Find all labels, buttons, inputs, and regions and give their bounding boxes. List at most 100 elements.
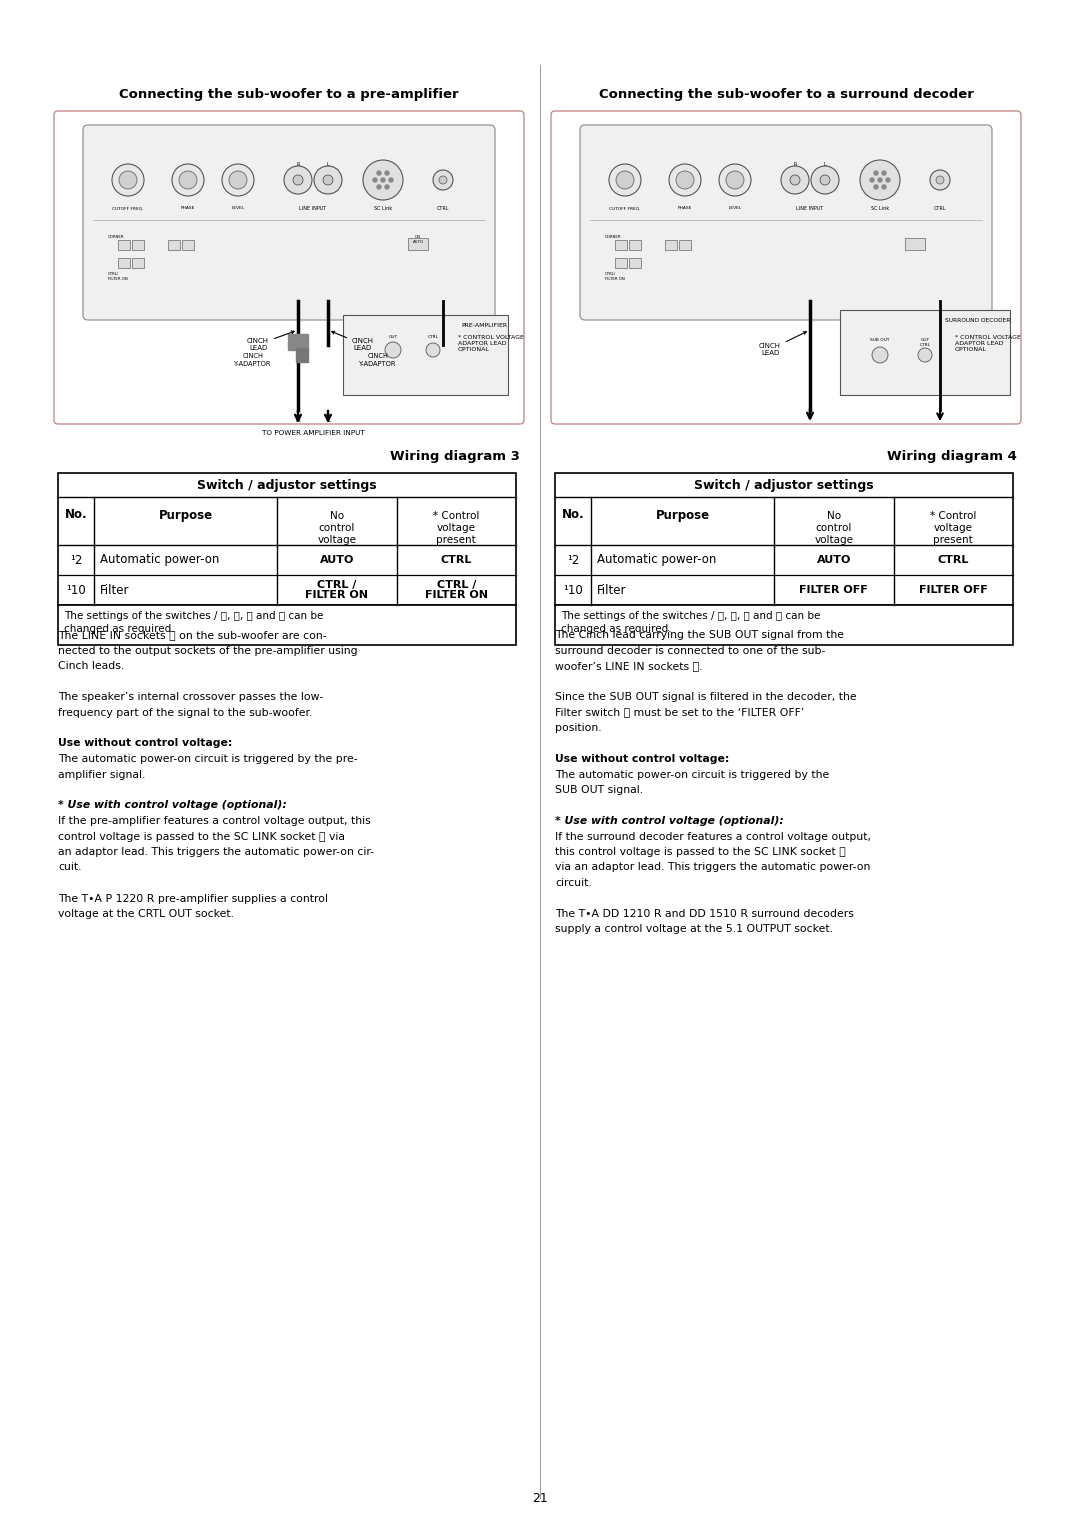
Text: The LINE IN sockets ⓔ on the sub-woofer are con-: The LINE IN sockets ⓔ on the sub-woofer … (58, 630, 326, 640)
Circle shape (676, 171, 694, 189)
Text: Use without control voltage:: Use without control voltage: (555, 753, 729, 764)
Circle shape (284, 167, 312, 194)
Text: ¹10: ¹10 (563, 584, 583, 596)
Text: * Control
voltage
present: * Control voltage present (930, 510, 976, 545)
FancyBboxPatch shape (580, 125, 993, 319)
Text: surround decoder is connected to one of the sub-: surround decoder is connected to one of … (555, 645, 825, 656)
Text: No.: No. (65, 509, 87, 521)
Circle shape (384, 185, 389, 189)
Text: AUTO: AUTO (816, 555, 851, 565)
Text: SUB OUT: SUB OUT (870, 338, 890, 342)
Text: Filter switch ⓙ must be set to the ‘FILTER OFF’: Filter switch ⓙ must be set to the ‘FILT… (555, 707, 805, 718)
Bar (905, 238, 924, 251)
Text: CTRL: CTRL (937, 555, 969, 565)
Circle shape (930, 170, 950, 189)
Text: position.: position. (555, 723, 602, 733)
Circle shape (874, 185, 878, 189)
Text: supply a control voltage at the 5.1 OUTPUT socket.: supply a control voltage at the 5.1 OUTP… (555, 924, 833, 935)
Text: R: R (296, 162, 299, 167)
Text: CTRL /
FILTER ON: CTRL / FILTER ON (424, 579, 488, 601)
Bar (343, 315, 508, 396)
Text: The automatic power-on circuit is triggered by the: The automatic power-on circuit is trigge… (555, 770, 829, 779)
Text: Wiring diagram 3: Wiring diagram 3 (390, 451, 519, 463)
Text: OUT: OUT (389, 335, 397, 339)
Text: The T•A DD 1210 R and DD 1510 R surround decoders: The T•A DD 1210 R and DD 1510 R surround… (555, 909, 854, 918)
Text: CINCH
LEAD: CINCH LEAD (247, 332, 294, 351)
Text: If the surround decoder features a control voltage output,: If the surround decoder features a contr… (555, 831, 870, 842)
Text: * CONTROL VOLTAGE
ADAPTOR LEAD
OPTIONAL: * CONTROL VOLTAGE ADAPTOR LEAD OPTIONAL (458, 335, 524, 351)
Text: LINE INPUT: LINE INPUT (299, 206, 326, 211)
Bar (58, 474, 516, 605)
Bar (615, 240, 627, 251)
Text: CTRL: CTRL (428, 335, 438, 339)
Circle shape (882, 185, 886, 189)
Circle shape (874, 171, 878, 176)
FancyBboxPatch shape (54, 112, 524, 423)
Text: R: R (794, 162, 797, 167)
Text: Switch / adjustor settings: Switch / adjustor settings (198, 478, 377, 492)
Circle shape (363, 160, 403, 200)
Text: No
control
voltage: No control voltage (318, 510, 356, 545)
Text: ¹2: ¹2 (70, 553, 82, 567)
Text: FILTER OFF: FILTER OFF (799, 585, 868, 594)
FancyBboxPatch shape (83, 125, 495, 319)
Text: Purpose: Purpose (656, 509, 710, 521)
Text: this control voltage is passed to the SC LINK socket ⓓ: this control voltage is passed to the SC… (555, 847, 846, 857)
Circle shape (222, 163, 254, 196)
Text: CTRL: CTRL (441, 555, 472, 565)
Circle shape (860, 160, 900, 200)
Text: via an adaptor lead. This triggers the automatic power-on: via an adaptor lead. This triggers the a… (555, 862, 870, 872)
Text: Purpose: Purpose (159, 509, 213, 521)
Text: nected to the output sockets of the pre-amplifier using: nected to the output sockets of the pre-… (58, 645, 357, 656)
Circle shape (172, 163, 204, 196)
Text: SUB OUT signal.: SUB OUT signal. (555, 785, 643, 795)
Circle shape (119, 171, 137, 189)
Text: cuit.: cuit. (58, 862, 81, 872)
Text: FILTER OFF: FILTER OFF (919, 585, 987, 594)
Text: CINCH
LEAD: CINCH LEAD (332, 332, 374, 351)
Text: If the pre-amplifier features a control voltage output, this: If the pre-amplifier features a control … (58, 816, 370, 827)
Text: CUTOFF FREQ.: CUTOFF FREQ. (112, 206, 144, 209)
Text: CORNER: CORNER (605, 235, 621, 238)
Bar (555, 474, 1013, 605)
Bar (615, 258, 627, 267)
Circle shape (377, 171, 381, 176)
Text: The settings of the switches / ⓖ, ⓗ, ⓘ and ⓙ can be
changed as required.: The settings of the switches / ⓖ, ⓗ, ⓘ a… (64, 611, 323, 634)
Text: an adaptor lead. This triggers the automatic power-on cir-: an adaptor lead. This triggers the autom… (58, 847, 374, 857)
Circle shape (293, 176, 303, 185)
Text: Use without control voltage:: Use without control voltage: (58, 738, 232, 749)
Text: amplifier signal.: amplifier signal. (58, 770, 146, 779)
Text: The automatic power-on circuit is triggered by the pre-: The automatic power-on circuit is trigge… (58, 753, 357, 764)
Bar (288, 335, 308, 350)
Circle shape (438, 176, 447, 183)
Circle shape (229, 171, 247, 189)
Text: Automatic power-on: Automatic power-on (597, 553, 716, 567)
Text: LEVEL: LEVEL (728, 206, 742, 209)
Circle shape (726, 171, 744, 189)
Text: Connecting the sub-woofer to a surround decoder: Connecting the sub-woofer to a surround … (598, 89, 973, 101)
Circle shape (870, 177, 874, 182)
Text: CTRL/
FILTER ON: CTRL/ FILTER ON (108, 272, 127, 281)
Text: CTRL /
FILTER ON: CTRL / FILTER ON (306, 579, 368, 601)
Text: voltage at the CRTL OUT socket.: voltage at the CRTL OUT socket. (58, 909, 234, 918)
Text: ¹10: ¹10 (66, 584, 86, 596)
Text: CUTOFF FREQ.: CUTOFF FREQ. (609, 206, 640, 209)
Text: CTRL: CTRL (934, 206, 946, 211)
Circle shape (781, 167, 809, 194)
Text: Switch / adjustor settings: Switch / adjustor settings (694, 478, 874, 492)
FancyBboxPatch shape (551, 112, 1021, 423)
Bar (132, 240, 144, 251)
Bar (58, 605, 516, 645)
Text: CTRL: CTRL (436, 206, 449, 211)
Text: CINCH
LEAD: CINCH LEAD (759, 332, 807, 356)
Circle shape (377, 185, 381, 189)
Circle shape (433, 170, 453, 189)
Text: The settings of the switches / ⓖ, ⓗ, ⓘ and ⓙ can be
changed as required.: The settings of the switches / ⓖ, ⓗ, ⓘ a… (561, 611, 821, 634)
Text: 21: 21 (532, 1491, 548, 1505)
Circle shape (384, 171, 389, 176)
Circle shape (323, 176, 333, 185)
Text: OUT
CTRL: OUT CTRL (919, 338, 931, 347)
Bar (296, 348, 308, 362)
Circle shape (878, 177, 882, 182)
Text: The T•A P 1220 R pre-amplifier supplies a control: The T•A P 1220 R pre-amplifier supplies … (58, 894, 328, 903)
